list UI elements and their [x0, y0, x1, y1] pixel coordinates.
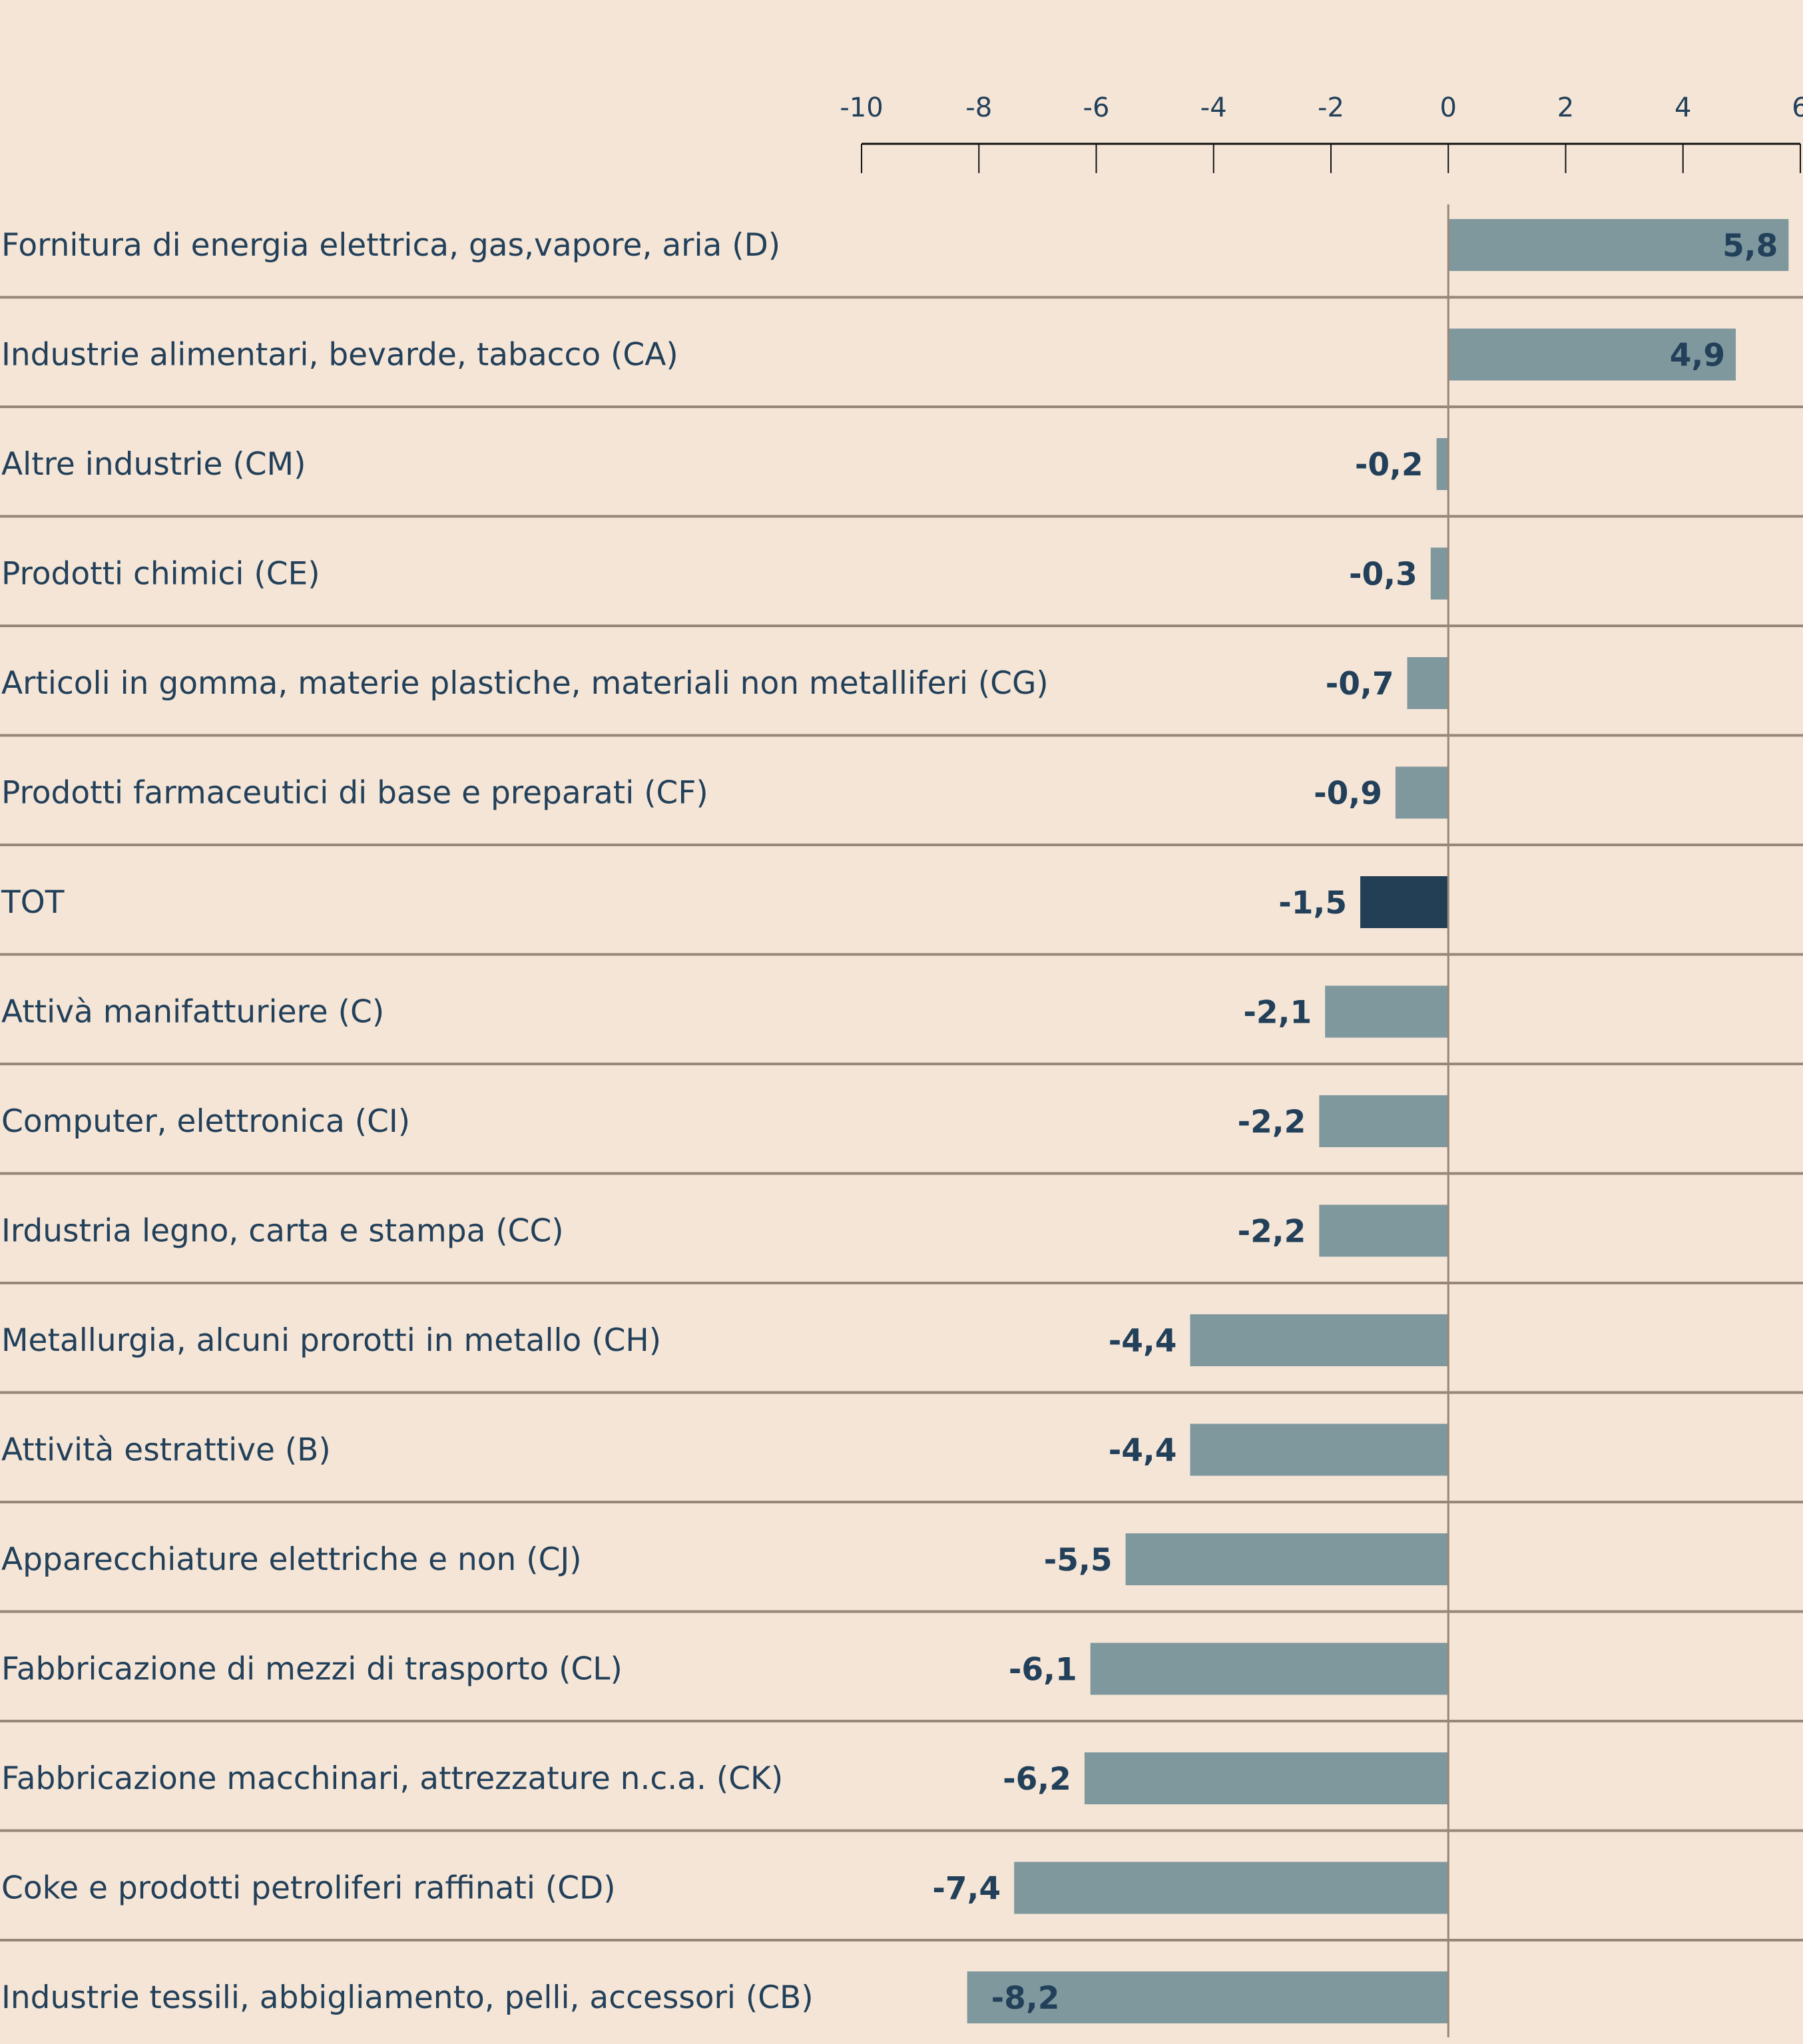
- bar-row: Articoli in gomma, materie plastiche, ma…: [0, 657, 1803, 737]
- bar: [1430, 547, 1449, 600]
- category-label: TOT: [1, 884, 65, 921]
- x-tick-label: -4: [1200, 93, 1227, 123]
- category-label: Apparecchiature elettriche e non (CJ): [1, 1541, 582, 1578]
- x-tick-label: -6: [1083, 93, 1110, 123]
- bar: [1436, 438, 1449, 490]
- bar: [1319, 1204, 1449, 1257]
- x-tick-label: 6: [1792, 93, 1803, 123]
- value-label: -6,2: [1003, 1761, 1071, 1798]
- category-label: Fabbricazione di mezzi di trasporto (CL): [1, 1651, 623, 1688]
- category-label: Industrie tessili, abbigliamento, pelli,…: [1, 1979, 814, 2016]
- value-label: -6,1: [1009, 1652, 1077, 1688]
- category-label: Coke e prodotti petroliferi raffinati (C…: [1, 1870, 616, 1907]
- bar: [1407, 657, 1449, 709]
- bar-rows: Fornitura di energia elettrica, gas,vapo…: [0, 204, 1803, 2037]
- bar-row: Irdustria legno, carta e stampa (CC) -2,2: [0, 1204, 1803, 1284]
- bar: [1090, 1643, 1449, 1695]
- category-label: Industrie alimentari, bevarde, tabacco (…: [1, 337, 678, 374]
- value-label: -7,4: [932, 1871, 1001, 1908]
- bar-row: Fabbricazione di mezzi di trasporto (CL)…: [0, 1643, 1803, 1722]
- value-label: -0,7: [1326, 666, 1394, 702]
- category-label: Attività estrattive (B): [1, 1432, 331, 1469]
- bar: [1325, 985, 1449, 1038]
- category-label: Metallurgia, alcuni prorotti in metallo …: [1, 1322, 661, 1359]
- value-label: -8,2: [991, 1980, 1060, 2017]
- value-label: -4,4: [1109, 1323, 1177, 1360]
- bar-row: Computer, elettronica (CI) -2,2: [0, 1095, 1803, 1175]
- x-tick-label: -8: [965, 93, 992, 123]
- bar-row: Fornitura di energia elettrica, gas,vapo…: [0, 219, 1803, 299]
- bar-row: Industrie alimentari, bevarde, tabacco (…: [0, 328, 1803, 408]
- value-label: -2,2: [1238, 1104, 1306, 1141]
- bar-row: Attività estrattive (B) -4,4: [0, 1423, 1803, 1503]
- category-label: Computer, elettronica (CI): [1, 1103, 410, 1140]
- x-axis: -10 -8 -6 -4 -2 0 2 4 6: [840, 93, 1803, 173]
- category-label: Irdustria legno, carta e stampa (CC): [1, 1213, 564, 1250]
- x-tick-label: -2: [1318, 93, 1344, 123]
- bar: [967, 1971, 1449, 2023]
- value-label: -2,1: [1243, 995, 1312, 1031]
- bar-row: Coke e prodotti petroliferi raffinati (C…: [0, 1862, 1803, 1941]
- value-label: -4,4: [1109, 1433, 1177, 1469]
- category-label: Articoli in gomma, materie plastiche, ma…: [1, 665, 1049, 702]
- x-tick-label: 2: [1557, 93, 1574, 123]
- bar-row: Apparecchiature elettriche e non (CJ) -5,…: [0, 1533, 1803, 1613]
- value-label: -5,5: [1044, 1542, 1113, 1579]
- bar-row: Prodotti farmaceutici di base e preparat…: [0, 766, 1803, 846]
- category-label: Attivà manifatturiere (C): [1, 994, 384, 1031]
- bar-row: Prodotti chimici (CE) -0,3: [0, 547, 1803, 627]
- bar: [1360, 876, 1449, 928]
- value-label: -1,5: [1278, 885, 1347, 921]
- bar: [1190, 1423, 1449, 1476]
- bar: [1319, 1095, 1449, 1147]
- category-label: Fornitura di energia elettrica, gas,vapo…: [1, 227, 780, 264]
- category-label: Prodotti chimici (CE): [1, 556, 320, 593]
- x-tick-label: 0: [1440, 93, 1457, 123]
- bar: [1448, 328, 1736, 381]
- bar: [1190, 1314, 1449, 1366]
- category-label: Altre industrie (CM): [1, 446, 306, 483]
- bar-row: Fabbricazione macchinari, attrezzature n…: [0, 1752, 1803, 1832]
- bar: [1125, 1533, 1449, 1585]
- bar: [1014, 1862, 1449, 1914]
- bar: [1448, 219, 1789, 271]
- bar-row: Altre industrie (CM) -0,2: [0, 438, 1803, 518]
- x-tick-label: 4: [1674, 93, 1691, 123]
- value-label: -2,2: [1238, 1214, 1306, 1250]
- value-label: -0,2: [1355, 447, 1423, 483]
- x-tick-label: -10: [840, 93, 883, 123]
- bar-row: TOT -1,5: [0, 876, 1803, 956]
- value-label: 4,9: [1670, 338, 1725, 374]
- value-label: -0,9: [1314, 776, 1382, 812]
- value-label: -0,3: [1349, 557, 1417, 593]
- value-label: 5,8: [1722, 228, 1778, 264]
- bar-row: Metallurgia, alcuni prorotti in metallo …: [0, 1314, 1803, 1394]
- bar-row: Attivà manifatturiere (C) -2,1: [0, 985, 1803, 1065]
- bar-row: Industrie tessili, abbigliamento, pelli,…: [1, 1971, 1449, 2023]
- category-label: Prodotti farmaceutici di base e preparat…: [1, 775, 708, 812]
- bar: [1395, 766, 1449, 819]
- category-label: Fabbricazione macchinari, attrezzature n…: [1, 1760, 783, 1797]
- bar: [1084, 1752, 1449, 1804]
